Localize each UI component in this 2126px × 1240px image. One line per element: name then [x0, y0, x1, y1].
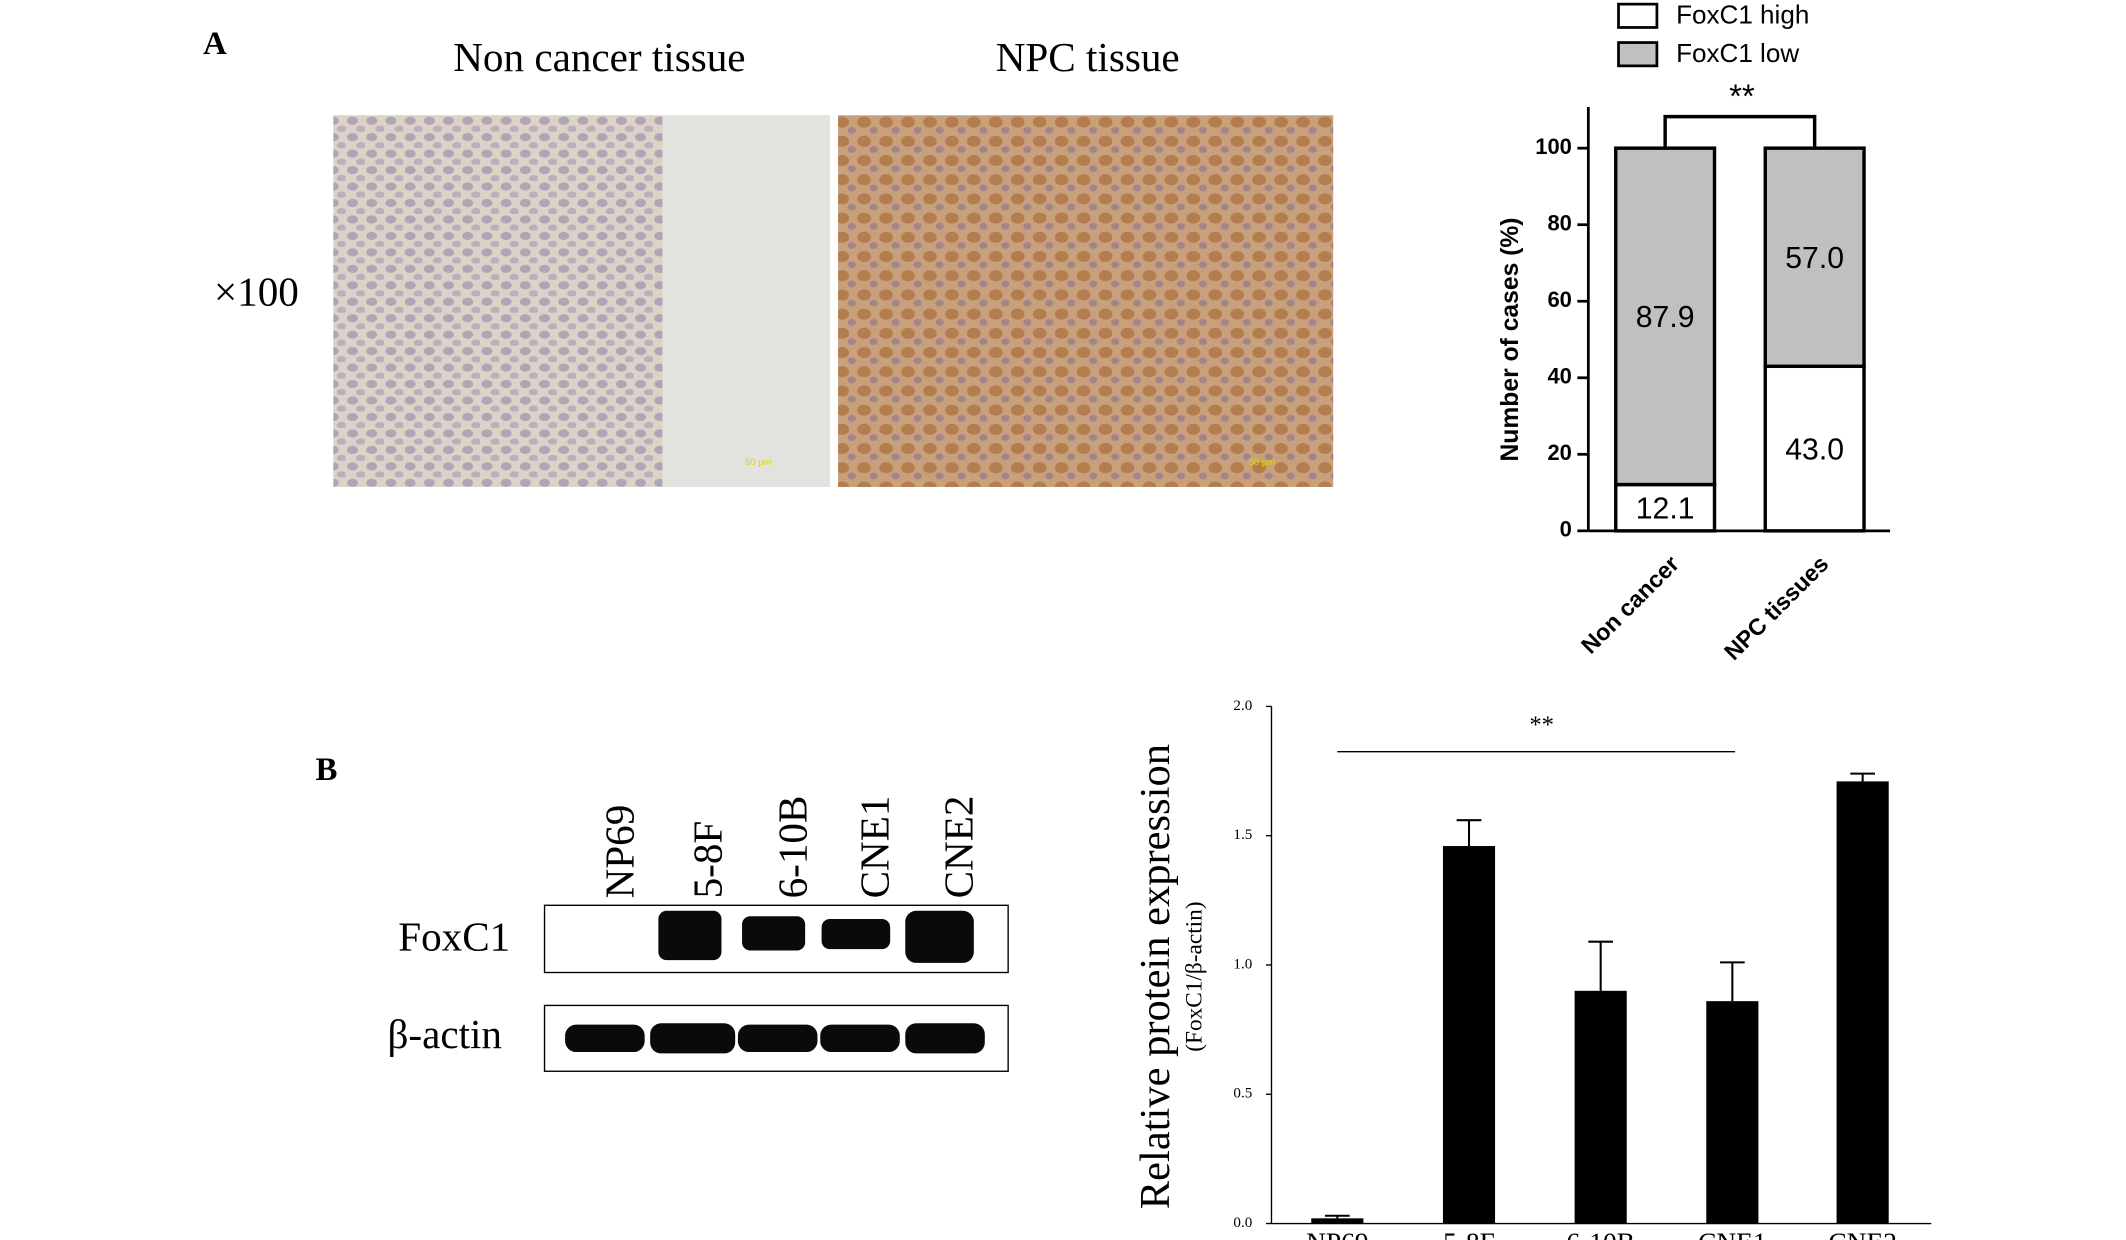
y-tick-label: 40 — [1547, 364, 1571, 389]
x-tick-label: CNE2 — [1828, 1228, 1897, 1240]
bar — [1706, 1001, 1759, 1224]
data-label: 57.0 — [1785, 242, 1844, 275]
error-bar — [1456, 819, 1482, 847]
image-title: Non cancer tissue — [453, 34, 745, 80]
y-tick-label: 80 — [1547, 210, 1571, 235]
bar-segment — [1763, 146, 1866, 369]
x-tick-label: CNE1 — [1698, 1228, 1767, 1240]
y-tick-label: 1.0 — [1233, 956, 1252, 972]
y-axis-label: Relative protein expression — [1132, 744, 1179, 1209]
blot-lane-label: CNE2 — [935, 796, 981, 899]
blot-lane-label: CNE1 — [852, 796, 898, 899]
significance: ** — [1729, 77, 1755, 114]
legend-swatch — [1617, 2, 1659, 29]
error-bar — [1850, 772, 1875, 782]
legend-label: FoxC1 high — [1676, 0, 1809, 29]
micrograph-right: 50 μm — [838, 115, 1334, 487]
y-tick-label: 100 — [1535, 134, 1572, 159]
scale-bar: 50 μm — [1248, 457, 1275, 468]
bar — [1442, 846, 1496, 1224]
blot-row-label: FoxC1 — [398, 913, 510, 959]
bar-segment — [1614, 146, 1717, 487]
x-tick-label: Non cancer — [1576, 551, 1684, 659]
y-axis-sublabel: (FoxC1/β-actin) — [1181, 901, 1207, 1051]
y-tick-label: 0 — [1560, 517, 1572, 542]
panel-label: B — [315, 752, 337, 788]
data-label: 43.0 — [1785, 433, 1844, 466]
error-bar — [1588, 940, 1614, 991]
x-tick-label: NP69 — [1306, 1228, 1368, 1240]
data-label: 87.9 — [1636, 301, 1695, 334]
blot-lane-label: 6-10B — [769, 796, 815, 899]
scale-bar: 50 μm — [745, 457, 772, 468]
magnification: ×100 — [214, 269, 299, 315]
bar-segment — [1763, 364, 1866, 533]
panel-label: A — [203, 26, 227, 62]
blot-lane-label: 5-8F — [684, 821, 730, 899]
legend-label: FoxC1 low — [1676, 38, 1799, 68]
blot-lane-label: NP69 — [597, 805, 643, 899]
bar — [1574, 990, 1627, 1224]
bar-segment — [1614, 482, 1717, 533]
significance-bracket — [1663, 114, 1817, 149]
y-axis-label: Number of cases (%) — [1497, 217, 1524, 461]
y-tick-label: 0.0 — [1233, 1215, 1252, 1231]
data-label: 12.1 — [1636, 492, 1695, 525]
x-tick-label: 5-8F — [1443, 1228, 1495, 1240]
x-tick-label: NPC tissues — [1719, 551, 1834, 666]
y-tick-label: 2.0 — [1233, 698, 1252, 714]
bar — [1311, 1218, 1364, 1224]
bar — [1836, 781, 1889, 1224]
y-tick-label: 1.5 — [1233, 827, 1252, 843]
y-tick-label: 0.5 — [1233, 1086, 1252, 1102]
error-bar — [1324, 1214, 1350, 1219]
legend-swatch — [1617, 41, 1659, 68]
significance: ** — [1529, 712, 1554, 739]
blot-row-label: β-actin — [387, 1011, 502, 1057]
y-tick-label: 20 — [1547, 440, 1571, 465]
x-tick-label: 6-10B — [1566, 1228, 1635, 1240]
y-tick-label: 60 — [1547, 287, 1571, 312]
error-bar — [1720, 961, 1745, 1002]
micrograph-left: 50 μm — [333, 115, 830, 487]
western-blot: FoxC1 β-actin — [387, 904, 1009, 1072]
image-title: NPC tissue — [996, 34, 1180, 80]
